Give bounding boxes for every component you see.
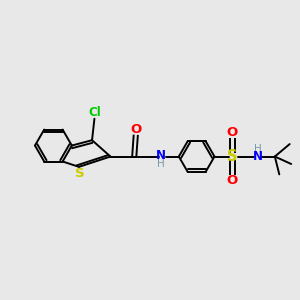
Text: S: S — [227, 149, 238, 164]
Text: O: O — [227, 174, 238, 187]
Text: H: H — [157, 159, 165, 169]
Text: S: S — [75, 167, 85, 180]
Text: O: O — [227, 126, 238, 139]
Text: O: O — [130, 123, 141, 136]
Text: N: N — [156, 148, 166, 162]
Text: N: N — [253, 150, 263, 163]
Text: Cl: Cl — [88, 106, 101, 119]
Text: H: H — [254, 144, 262, 154]
